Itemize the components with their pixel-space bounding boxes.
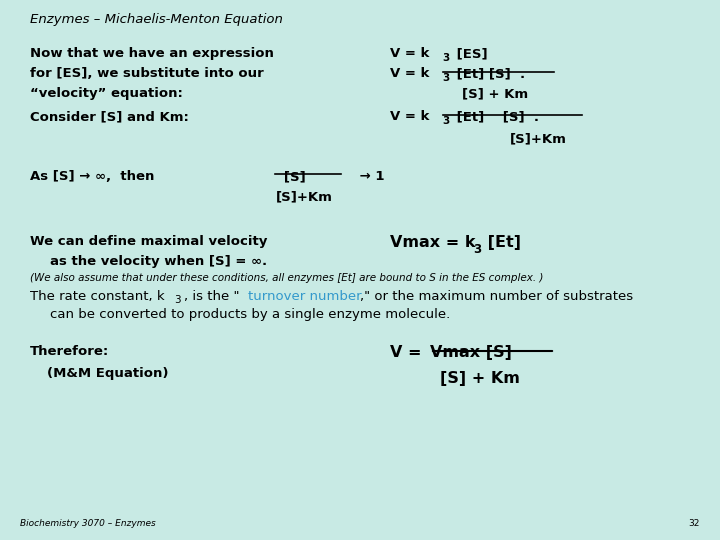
- Text: V = k: V = k: [390, 67, 429, 80]
- Text: Vmax = k: Vmax = k: [390, 235, 475, 250]
- Text: (We also assume that under these conditions, all enzymes [Et] are bound to S in : (We also assume that under these conditi…: [30, 273, 544, 283]
- Text: → 1: → 1: [355, 170, 384, 183]
- Text: , is the ": , is the ": [184, 290, 240, 303]
- Text: turnover number: turnover number: [248, 290, 361, 303]
- Text: Enzymes – Michaelis-Menton Equation: Enzymes – Michaelis-Menton Equation: [30, 13, 283, 26]
- Text: [S] + Km: [S] + Km: [440, 371, 520, 386]
- Text: 32: 32: [688, 519, 700, 528]
- Text: Now that we have an expression: Now that we have an expression: [30, 47, 274, 60]
- Text: [S]: [S]: [270, 170, 320, 183]
- Text: Biochemistry 3070 – Enzymes: Biochemistry 3070 – Enzymes: [20, 519, 156, 528]
- Text: V = k: V = k: [390, 47, 429, 60]
- Text: [Et]: [Et]: [482, 235, 521, 250]
- Text: We can define maximal velocity: We can define maximal velocity: [30, 235, 267, 248]
- Text: [ES]: [ES]: [452, 47, 487, 60]
- Text: for [ES], we substitute into our: for [ES], we substitute into our: [30, 67, 264, 80]
- Text: [S]+Km: [S]+Km: [510, 132, 567, 145]
- Text: 3: 3: [174, 295, 181, 305]
- Text: 3: 3: [442, 116, 449, 126]
- Text: [Et] [S]  .: [Et] [S] .: [452, 67, 525, 80]
- Text: 3: 3: [473, 243, 481, 256]
- Text: [S]+Km: [S]+Km: [276, 190, 333, 203]
- Text: Consider [S] and Km:: Consider [S] and Km:: [30, 110, 189, 123]
- Text: [S] + Km: [S] + Km: [462, 87, 528, 100]
- Text: V = k: V = k: [390, 110, 429, 123]
- Text: as the velocity when [S] = ∞.: as the velocity when [S] = ∞.: [50, 255, 267, 268]
- Text: Therefore:: Therefore:: [30, 345, 109, 358]
- Text: 3: 3: [442, 53, 449, 63]
- Text: Vmax [S]: Vmax [S]: [430, 345, 512, 360]
- Text: ," or the maximum number of substrates: ," or the maximum number of substrates: [360, 290, 633, 303]
- Text: can be converted to products by a single enzyme molecule.: can be converted to products by a single…: [50, 308, 450, 321]
- Text: As [S] → ∞,  then: As [S] → ∞, then: [30, 170, 154, 183]
- Text: (M&M Equation): (M&M Equation): [47, 367, 168, 380]
- Text: “velocity” equation:: “velocity” equation:: [30, 87, 183, 100]
- Text: [Et]    [S]  .: [Et] [S] .: [452, 110, 539, 123]
- Text: 3: 3: [442, 73, 449, 83]
- Text: The rate constant, k: The rate constant, k: [30, 290, 165, 303]
- Text: V =: V =: [390, 345, 427, 360]
